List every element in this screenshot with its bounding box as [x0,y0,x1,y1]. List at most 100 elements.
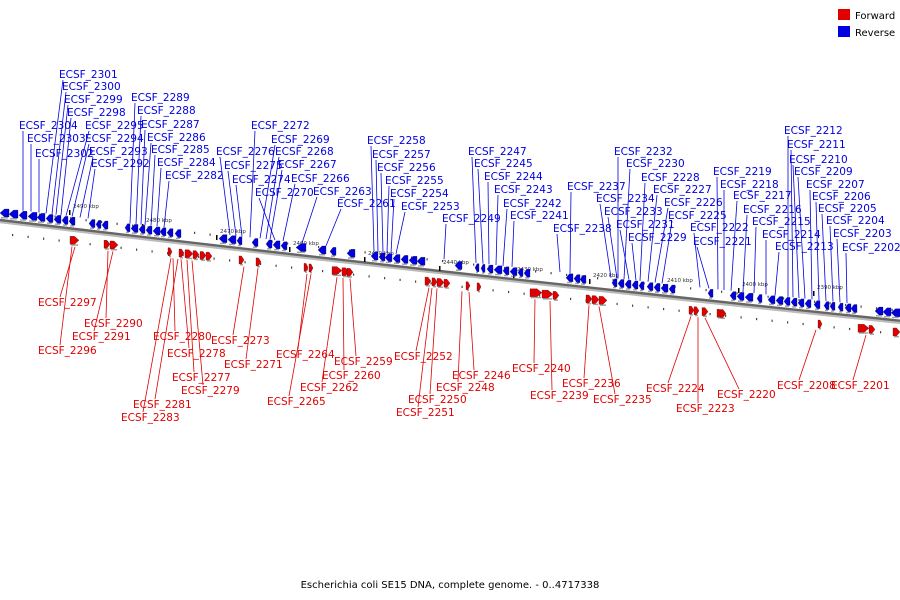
reverse-gene-label[interactable]: ECSF_2254 [390,188,449,200]
reverse-gene-label[interactable]: ECSF_2222 [690,222,749,234]
gene-arrow[interactable] [797,298,805,308]
reverse-gene-label[interactable]: ECSF_2282 [165,170,224,182]
reverse-gene-label[interactable]: ECSF_2225 [668,210,727,222]
forward-gene-label[interactable]: ECSF_2279 [181,385,240,397]
reverse-gene-label[interactable]: ECSF_2233 [604,206,663,218]
reverse-gene-label[interactable]: ECSF_2204 [826,215,885,227]
gene-arrow[interactable] [400,255,409,264]
gene-arrow[interactable] [653,283,661,292]
gene-arrow[interactable] [178,248,185,258]
gene-arrow[interactable] [565,273,574,282]
gene-arrow[interactable] [598,296,608,305]
forward-gene-label[interactable]: ECSF_2296 [38,345,97,357]
reverse-gene-label[interactable]: ECSF_2234 [596,193,655,205]
gene-arrow[interactable] [436,278,445,287]
reverse-gene-label[interactable]: ECSF_2213 [775,241,834,253]
gene-arrow[interactable] [408,256,418,265]
forward-gene-label[interactable]: ECSF_2235 [593,394,652,406]
gene-arrow[interactable] [823,301,830,310]
reverse-gene-label[interactable]: ECSF_2243 [494,184,553,196]
forward-gene-label[interactable]: ECSF_2273 [211,335,270,347]
gene-arrow[interactable] [707,289,714,298]
reverse-gene-label[interactable]: ECSF_2269 [271,134,330,146]
reverse-gene-label[interactable]: ECSF_2226 [664,197,723,209]
gene-arrow[interactable] [857,324,870,333]
gene-arrow[interactable] [868,325,876,334]
gene-arrow[interactable] [346,249,356,258]
forward-gene-label[interactable]: ECSF_2278 [167,348,226,360]
gene-arrow[interactable] [255,257,262,267]
reverse-gene-label[interactable]: ECSF_2270 [255,187,314,199]
reverse-gene-label[interactable]: ECSF_2288 [137,105,196,117]
reverse-gene-label[interactable]: ECSF_2274 [232,174,291,186]
forward-gene-label[interactable]: ECSF_2297 [38,297,97,309]
gene-arrow[interactable] [218,234,228,243]
gene-arrow[interactable] [0,208,10,218]
gene-arrow[interactable] [36,213,46,222]
gene-arrow[interactable] [205,251,213,261]
gene-arrow[interactable] [493,265,503,274]
gene-arrow[interactable] [295,243,307,252]
reverse-gene-label[interactable]: ECSF_2285 [151,144,210,156]
gene-arrow[interactable] [152,226,161,236]
gene-arrow[interactable] [69,236,80,245]
gene-arrow[interactable] [573,274,581,283]
gene-arrow[interactable] [159,227,167,236]
reverse-gene-label[interactable]: ECSF_2211 [787,139,846,151]
gene-arrow[interactable] [579,275,587,284]
gene-arrow[interactable] [631,280,639,290]
reverse-gene-label[interactable]: ECSF_2203 [833,228,892,240]
gene-arrow[interactable] [646,282,654,291]
gene-arrow[interactable] [638,281,645,290]
gene-arrow[interactable] [103,240,111,249]
reverse-gene-label[interactable]: ECSF_2214 [762,229,821,241]
gene-arrow[interactable] [624,280,632,289]
gene-arrow[interactable] [541,289,554,299]
gene-arrow[interactable] [251,238,259,247]
reverse-gene-label[interactable]: ECSF_2261 [337,198,396,210]
reverse-gene-label[interactable]: ECSF_2304 [19,120,78,132]
reverse-gene-label[interactable]: ECSF_2257 [372,149,431,161]
gene-arrow[interactable] [331,266,343,275]
reverse-gene-label[interactable]: ECSF_2227 [653,184,712,196]
reverse-gene-label[interactable]: ECSF_2207 [806,179,865,191]
reverse-gene-label[interactable]: ECSF_2215 [752,216,811,228]
gene-arrow[interactable] [167,247,173,256]
gene-arrow[interactable] [329,247,337,256]
gene-arrow[interactable] [480,264,486,273]
forward-gene-label[interactable]: ECSF_2223 [676,403,735,415]
gene-arrow[interactable] [8,209,19,219]
forward-gene-label[interactable]: ECSF_2250 [408,394,467,406]
gene-arrow[interactable] [416,257,426,266]
forward-gene-label[interactable]: ECSF_2239 [530,390,589,402]
gene-arrow[interactable] [509,267,518,276]
gene-arrow[interactable] [617,279,625,288]
reverse-gene-label[interactable]: ECSF_2210 [789,154,848,166]
gene-arrow[interactable] [303,263,309,272]
gene-arrow[interactable] [585,294,593,304]
reverse-gene-label[interactable]: ECSF_2205 [818,203,877,215]
gene-arrow[interactable] [45,214,54,223]
gene-arrow[interactable] [474,263,480,272]
reverse-gene-label[interactable]: ECSF_2284 [157,157,216,169]
gene-arrow[interactable] [465,281,471,290]
reverse-gene-label[interactable]: ECSF_2212 [784,125,843,137]
gene-arrow[interactable] [378,252,386,262]
gene-arrow[interactable] [882,307,892,317]
forward-gene-label[interactable]: ECSF_2248 [436,382,495,394]
gene-arrow[interactable] [660,284,669,293]
forward-gene-label[interactable]: ECSF_2220 [717,389,776,401]
gene-arrow[interactable] [443,279,451,288]
reverse-gene-label[interactable]: ECSF_2258 [367,135,426,147]
reverse-gene-label[interactable]: ECSF_2253 [401,201,460,213]
gene-arrow[interactable] [591,295,600,304]
gene-arrow[interactable] [767,295,776,304]
reverse-gene-label[interactable]: ECSF_2302 [35,148,94,160]
reverse-gene-label[interactable]: ECSF_2268 [275,146,334,158]
gene-arrow[interactable] [775,296,784,305]
gene-arrow[interactable] [829,302,836,311]
reverse-gene-label[interactable]: ECSF_2263 [313,186,372,198]
reverse-gene-label[interactable]: ECSF_2206 [812,191,871,203]
gene-arrow[interactable] [346,268,354,277]
forward-gene-label[interactable]: ECSF_2259 [334,356,393,368]
